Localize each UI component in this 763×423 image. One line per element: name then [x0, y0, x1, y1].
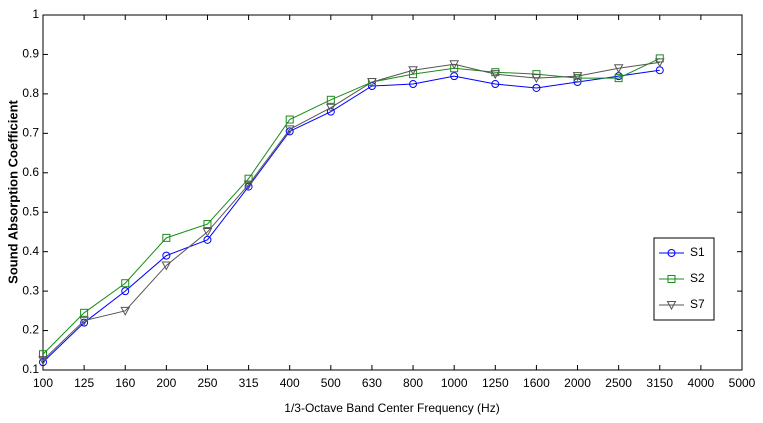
- x-tick-label: 5000: [729, 376, 756, 390]
- marker: [244, 182, 253, 191]
- x-tick-label: 2000: [564, 376, 591, 390]
- x-tick-label: 800: [403, 376, 423, 390]
- marker: [80, 308, 89, 317]
- marker: [39, 358, 47, 367]
- x-tick-label: 400: [280, 376, 300, 390]
- legend-label: S7: [690, 297, 705, 311]
- marker: [325, 103, 336, 113]
- y-tick-label: 0.8: [22, 86, 39, 100]
- marker: [80, 318, 89, 327]
- y-tick-label: 0.6: [22, 165, 39, 179]
- marker: [120, 306, 131, 316]
- x-tick-label: 160: [115, 376, 135, 390]
- x-tick-label: 250: [197, 376, 217, 390]
- x-axis-label: 1/3-Octave Band Center Frequency (Hz): [284, 401, 499, 415]
- marker: [203, 220, 212, 229]
- y-tick-label: 0.5: [22, 204, 39, 218]
- marker: [284, 125, 295, 135]
- marker: [409, 80, 418, 89]
- plot-frame: [42, 14, 743, 371]
- marker: [121, 279, 130, 288]
- y-tick-label: 0.7: [22, 126, 39, 140]
- marker: [532, 83, 541, 92]
- x-tick-label: 3150: [646, 376, 673, 390]
- series-line: [42, 69, 660, 363]
- marker: [162, 251, 171, 260]
- marker: [614, 74, 623, 83]
- marker: [367, 78, 377, 88]
- marker: [202, 227, 213, 238]
- y-tick-label: 0.9: [22, 47, 39, 61]
- x-tick-label: 1000: [441, 376, 468, 390]
- series-line: [42, 57, 660, 355]
- marker: [285, 127, 294, 136]
- marker: [654, 58, 665, 68]
- x-tick-label: 4000: [688, 376, 715, 390]
- marker: [244, 174, 253, 183]
- legend-label: S2: [690, 271, 705, 285]
- y-tick-label: 0.3: [22, 283, 39, 297]
- y-tick-label: 1: [32, 7, 39, 21]
- legend-label: S1: [690, 245, 705, 259]
- series-line: [42, 61, 660, 361]
- marker: [79, 316, 89, 326]
- y-tick-label: 0.4: [22, 244, 39, 258]
- marker: [39, 350, 47, 359]
- marker: [162, 233, 171, 242]
- marker: [450, 72, 459, 81]
- x-tick-label: 125: [74, 376, 94, 390]
- marker: [38, 356, 48, 366]
- marker: [573, 74, 582, 83]
- marker: [667, 275, 676, 283]
- marker: [326, 95, 335, 104]
- x-tick-label: 100: [33, 376, 53, 390]
- marker: [613, 64, 624, 74]
- x-tick-label: 200: [156, 376, 176, 390]
- marker: [572, 72, 583, 82]
- y-tick-label: 0.1: [22, 362, 39, 376]
- marker: [531, 74, 542, 84]
- marker: [161, 261, 172, 271]
- marker: [449, 60, 460, 70]
- x-tick-label: 630: [362, 376, 382, 390]
- marker: [491, 80, 500, 89]
- x-tick-label: 500: [321, 376, 341, 390]
- y-tick-label: 0.2: [22, 323, 39, 337]
- marker: [490, 70, 501, 80]
- marker: [243, 180, 254, 190]
- marker: [667, 249, 676, 257]
- marker: [121, 287, 130, 296]
- x-tick-label: 2500: [605, 376, 632, 390]
- x-tick-label: 315: [239, 376, 259, 390]
- x-tick-label: 1250: [482, 376, 509, 390]
- marker: [666, 301, 677, 311]
- x-tick-label: 1600: [523, 376, 550, 390]
- marker: [408, 66, 418, 76]
- marker: [285, 115, 294, 124]
- y-axis-label: Sound Absorption Coefficient: [5, 99, 20, 283]
